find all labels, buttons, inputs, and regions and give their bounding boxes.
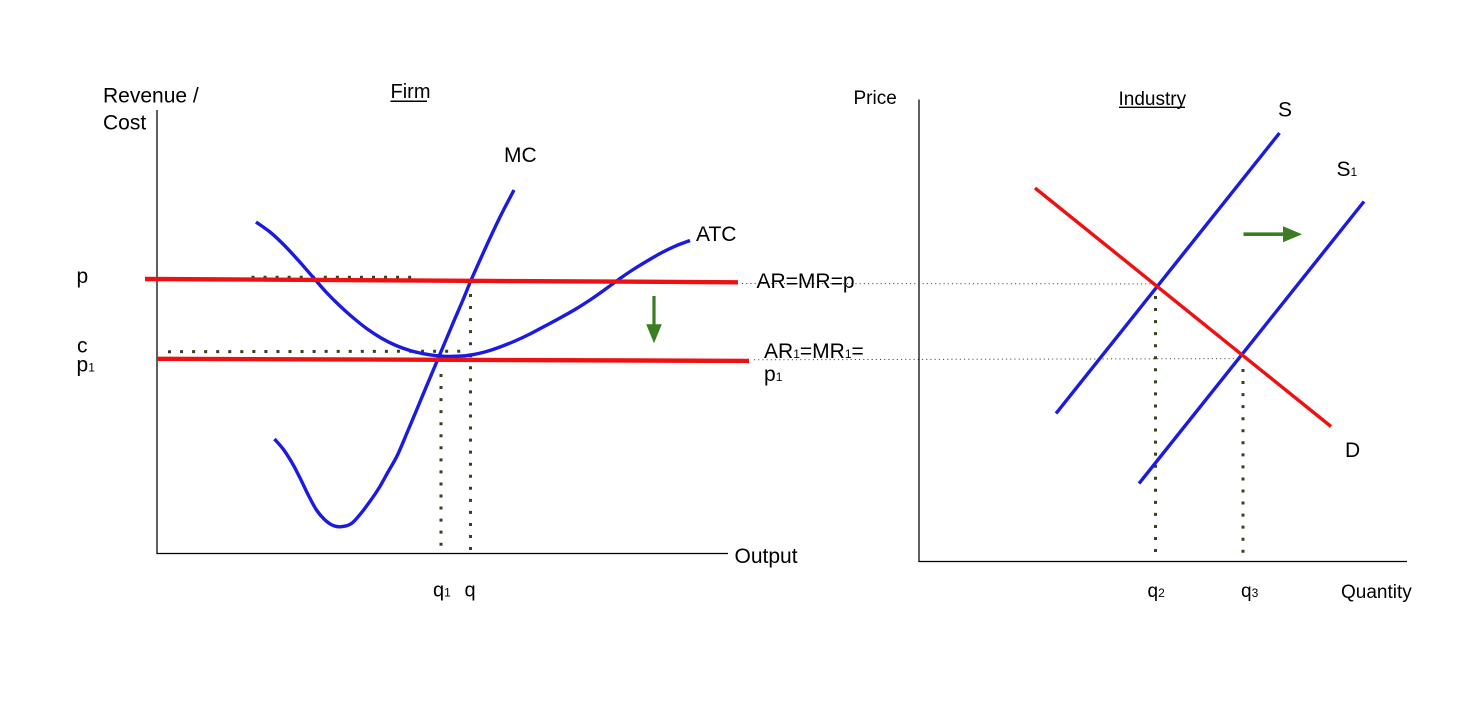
svg-text:Industry: Industry xyxy=(1119,89,1187,110)
svg-text:c: c xyxy=(77,335,88,358)
svg-text:p: p xyxy=(77,265,89,288)
svg-text:S: S xyxy=(1278,99,1292,122)
svg-text:Cost: Cost xyxy=(103,112,146,135)
svg-text:MC: MC xyxy=(504,144,537,167)
svg-text:Quantity: Quantity xyxy=(1341,582,1412,603)
svg-text:q3: q3 xyxy=(1241,581,1259,602)
svg-text:AR=MR=p: AR=MR=p xyxy=(757,270,855,293)
svg-text:AR1=MR1=: AR1=MR1= xyxy=(764,340,864,363)
svg-text:Price: Price xyxy=(854,88,897,109)
svg-text:D: D xyxy=(1345,439,1360,462)
svg-text:Revenue /: Revenue / xyxy=(103,85,199,108)
svg-text:q: q xyxy=(465,580,476,602)
svg-text:q1: q1 xyxy=(433,580,451,602)
svg-text:Firm: Firm xyxy=(391,81,431,103)
svg-text:q2: q2 xyxy=(1148,581,1166,602)
svg-text:ATC: ATC xyxy=(696,223,736,246)
svg-text:Output: Output xyxy=(735,545,798,568)
